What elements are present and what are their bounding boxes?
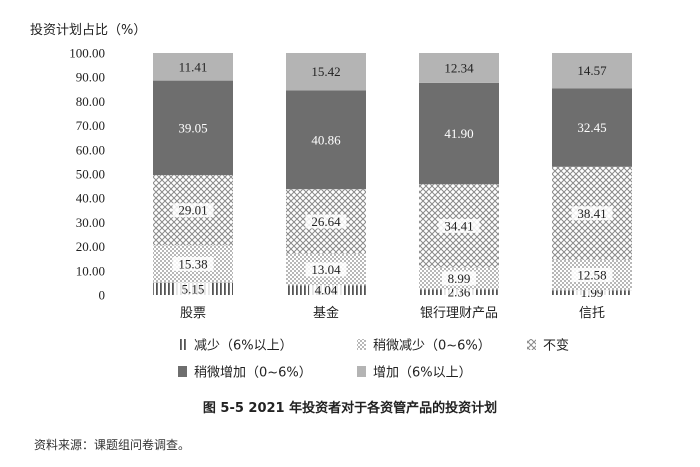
legend-label: 稍微增加（0~6%） bbox=[194, 366, 312, 381]
source-note: 资料来源：课题组问卷调查。 bbox=[34, 438, 191, 452]
y-axis-title: 投资计划占比（%） bbox=[30, 22, 146, 38]
category-label: 银行理财产品 bbox=[420, 306, 498, 321]
data-label-backing bbox=[172, 203, 214, 218]
data-label: 14.57 bbox=[577, 63, 607, 78]
legend-swatch bbox=[178, 366, 187, 377]
data-label: 38.41 bbox=[577, 206, 606, 221]
data-label: 39.05 bbox=[178, 120, 207, 135]
legend-label: 增加（6%以上） bbox=[373, 366, 472, 381]
legend-label: 减少（6%以上） bbox=[194, 339, 293, 354]
data-label: 12.58 bbox=[577, 267, 606, 282]
bars: 5.15 15.38 29.01 39.05 11.41 4.04 13.04 26.64 40… bbox=[153, 53, 632, 300]
bar-segment bbox=[552, 88, 632, 167]
y-tick-label: 100.00 bbox=[69, 46, 105, 61]
legend-swatch bbox=[357, 339, 366, 350]
y-tick-label: 90.00 bbox=[76, 70, 105, 85]
data-label: 41.90 bbox=[444, 126, 473, 141]
data-label-backing bbox=[305, 214, 347, 229]
data-label: 5.15 bbox=[182, 281, 205, 296]
data-label-backing bbox=[571, 267, 613, 282]
data-label-backing bbox=[305, 262, 347, 277]
category-label: 股票 bbox=[180, 306, 206, 321]
data-label-backing bbox=[571, 206, 613, 221]
data-label: 26.64 bbox=[311, 214, 341, 229]
category-label: 基金 bbox=[313, 305, 339, 321]
y-tick-label: 30.00 bbox=[76, 215, 105, 230]
figure-caption: 图 5-5 2021 年投资者对于各资管产品的投资计划 bbox=[202, 401, 498, 416]
data-label: 8.99 bbox=[448, 271, 471, 286]
data-label: 34.41 bbox=[444, 218, 473, 233]
y-tick-label: 20.00 bbox=[76, 239, 105, 254]
y-tick-label: 70.00 bbox=[76, 118, 105, 133]
data-label: 11.41 bbox=[179, 59, 208, 74]
bar-segment bbox=[286, 53, 366, 91]
data-label-backing bbox=[176, 281, 210, 296]
bar-segment bbox=[153, 80, 233, 176]
y-tick-label: 50.00 bbox=[76, 167, 105, 182]
y-tick-label: 10.00 bbox=[76, 263, 105, 278]
y-tick-label: 80.00 bbox=[76, 94, 105, 109]
y-axis-ticks: 0 10.00 20.00 30.00 40.00 50.00 60.00 70.00 80.0… bbox=[69, 46, 105, 303]
legend-label: 不变 bbox=[543, 338, 569, 354]
category-label: 信托 bbox=[579, 306, 605, 321]
data-label-backing bbox=[309, 283, 343, 298]
y-tick-label: 60.00 bbox=[76, 142, 105, 157]
data-label: 40.86 bbox=[311, 132, 341, 147]
bar-segment bbox=[419, 53, 499, 83]
bar-segment bbox=[153, 53, 233, 81]
data-label: 32.45 bbox=[577, 120, 606, 135]
data-label: 15.42 bbox=[311, 64, 340, 79]
data-label: 12.34 bbox=[444, 60, 474, 75]
category-labels: 股票 基金 银行理财产品 信托 bbox=[180, 305, 605, 321]
y-tick-label: 40.00 bbox=[76, 191, 105, 206]
data-label: 13.04 bbox=[311, 262, 341, 277]
data-label: 4.04 bbox=[315, 283, 338, 298]
data-label-backing bbox=[442, 271, 476, 286]
legend-swatch bbox=[527, 339, 536, 350]
data-label-backing bbox=[172, 256, 214, 271]
bar-segment bbox=[552, 53, 632, 89]
bar-segment bbox=[286, 90, 366, 190]
data-label-backing bbox=[438, 218, 480, 233]
bar-segment bbox=[419, 82, 499, 185]
y-tick-label: 0 bbox=[99, 288, 106, 303]
legend-swatch bbox=[357, 366, 366, 377]
legend-swatch bbox=[178, 339, 187, 350]
data-label: 29.01 bbox=[178, 203, 207, 218]
data-label: 15.38 bbox=[178, 256, 207, 271]
legend-label: 稍微减少（0~6%） bbox=[373, 339, 491, 354]
